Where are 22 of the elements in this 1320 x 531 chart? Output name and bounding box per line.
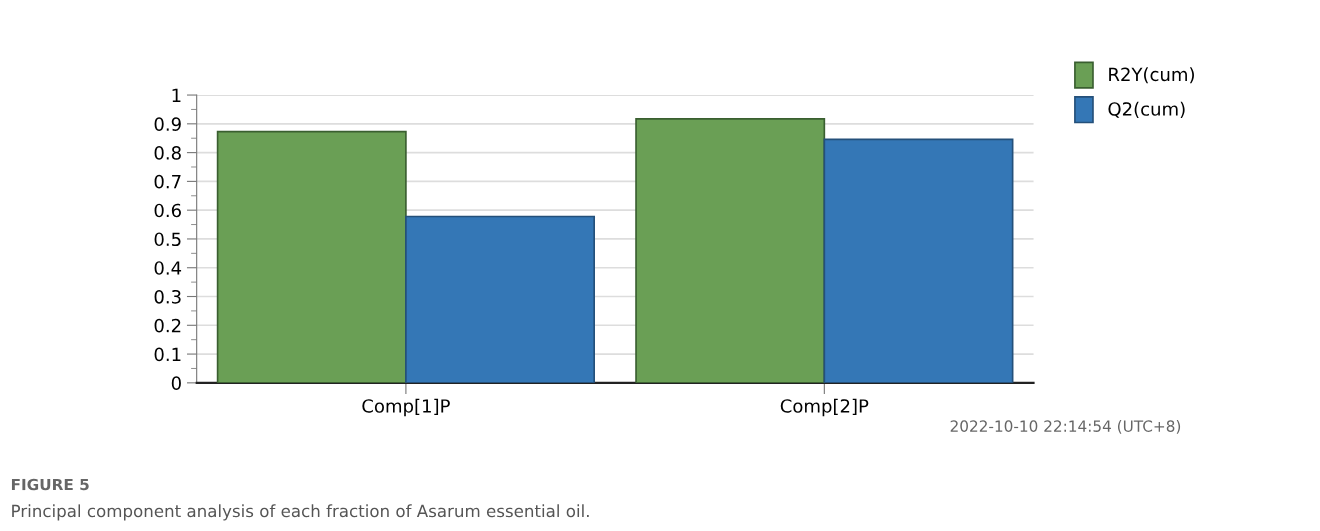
caption: FIGURE 5	[11, 478, 89, 491]
y-tick-label: 0.8	[154, 146, 181, 160]
y-tick-label: 0.7	[154, 174, 181, 189]
bar	[823, 138, 1014, 383]
text: 2022-10-10 22:14:54 (UTC+8)	[950, 420, 1181, 434]
y-tick-label: 0.2	[154, 318, 181, 333]
y-tick-label: 0.1	[154, 347, 181, 362]
y-tick-label: 0.6	[154, 203, 181, 218]
legend-label: Q2(cum)	[1108, 101, 1185, 118]
bar	[216, 130, 407, 383]
y-tick-label: 0	[171, 376, 181, 390]
text: Principal component analysis of each fraction of Asarum essential oil.	[12, 504, 589, 521]
y-tick-label: 0.5	[154, 232, 181, 247]
x-tick-label: Comp[2]P	[780, 398, 869, 417]
y-tick-label: 0.9	[154, 117, 181, 131]
y-tick-label: 0.3	[154, 289, 181, 304]
bar	[405, 215, 596, 383]
bar	[635, 118, 826, 383]
y-tick-label: 1	[172, 88, 181, 102]
legend-label: R2Y(cum)	[1109, 67, 1194, 84]
x-tick-label: Comp[1]P	[362, 398, 450, 417]
y-tick-label: 0.4	[154, 261, 182, 275]
